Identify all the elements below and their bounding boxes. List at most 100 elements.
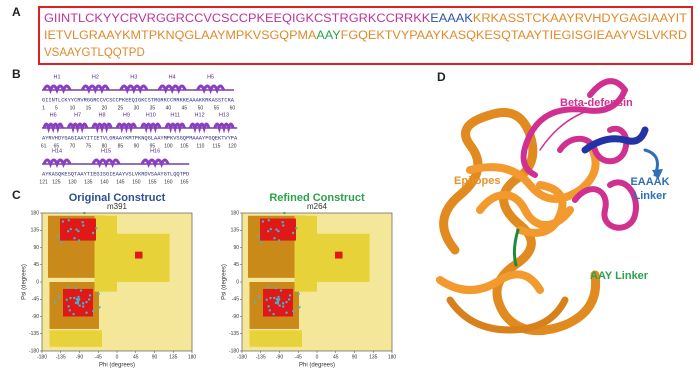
- residue-point: [285, 300, 288, 304]
- residue-number: 150: [132, 179, 141, 185]
- helix-label: H5: [207, 74, 214, 80]
- residue-number: 20: [102, 105, 108, 111]
- protein-structure: [436, 78, 663, 336]
- plot-subtitle: m264: [307, 202, 328, 211]
- y-tick-label: -135: [229, 331, 239, 337]
- residue-point: [274, 287, 277, 290]
- plot-title: Refined Construct: [269, 192, 365, 204]
- panel-label: B: [12, 67, 21, 81]
- helix-ribbon: [436, 141, 600, 294]
- residue-point: [67, 286, 70, 289]
- residue-point: [274, 301, 278, 305]
- residue-point: [276, 302, 280, 305]
- residue-point: [277, 239, 281, 242]
- residue-number: 25: [118, 105, 124, 111]
- residue-number: 145: [116, 179, 125, 185]
- region: [294, 215, 317, 292]
- sequence-line: VSAAYGTLQQTPD: [44, 47, 145, 59]
- residue-point: [273, 237, 276, 240]
- x-axis-label: Phi (degrees): [99, 363, 135, 369]
- residue-point: [68, 309, 71, 312]
- sequence-line: GIINTLCKYYCRVRGGRCCVCSCCPKEEQIGKCSTRGRKC…: [44, 13, 687, 25]
- panel-label: A: [12, 5, 21, 19]
- residue-point: [69, 296, 72, 300]
- residue-point: [292, 310, 295, 313]
- helix-label: H4: [169, 74, 176, 80]
- x-tick-label: 180: [188, 354, 197, 360]
- secondary-structure: H1 H2 H3 H4 H5 GIINTLCKYYCRVRGGRCCVCSCCPKEEQI…: [39, 74, 238, 185]
- region: [249, 330, 302, 347]
- residue-point: [265, 298, 268, 301]
- helix-label: H9: [123, 112, 130, 118]
- helix: [91, 158, 121, 168]
- helix: [42, 84, 72, 94]
- residue-point: [95, 227, 98, 230]
- residue-point: [98, 306, 101, 309]
- y-tick-label: 0: [36, 279, 39, 285]
- helix: [42, 122, 64, 134]
- helix-label: H15: [101, 148, 111, 154]
- panel-label: D: [437, 70, 446, 84]
- residue-number: 130: [68, 179, 77, 185]
- residue-point: [67, 230, 70, 233]
- aay-linker: [512, 228, 520, 267]
- x-tick-label: -180: [37, 354, 47, 360]
- residue-number: 50: [198, 105, 204, 111]
- residue-point: [285, 311, 288, 314]
- helix: [164, 122, 186, 134]
- sequence-segment: EAAAK: [430, 13, 473, 25]
- residue-number: 55: [214, 105, 220, 111]
- residue-point: [73, 237, 76, 240]
- helix-label: H2: [92, 74, 99, 80]
- x-tick-label: 90: [152, 354, 158, 360]
- helix-label: H13: [219, 112, 229, 118]
- region: [335, 251, 343, 259]
- sequence-box: [38, 6, 693, 65]
- residue-point: [67, 305, 70, 308]
- residue-point: [287, 298, 291, 301]
- pointer: [539, 109, 591, 151]
- residue-number: 40: [166, 105, 172, 111]
- x-tick-label: 0: [116, 354, 119, 360]
- residue-point: [259, 241, 263, 244]
- y-tick-label: -90: [232, 314, 239, 320]
- residue-number: 61: [41, 143, 47, 149]
- helix-label: H6: [50, 112, 57, 118]
- helix: [157, 84, 187, 94]
- sequence-segment: GIINTLCKYYCRVRGGRCCVCSCCPKEEQIGKCSTRGRKC…: [44, 13, 431, 25]
- residue-point: [273, 296, 276, 300]
- residue-point: [78, 304, 81, 307]
- helix-label: H14: [52, 148, 62, 154]
- residue-number: 105: [180, 143, 189, 149]
- residue-point: [279, 289, 283, 292]
- residue-point: [77, 229, 80, 233]
- residue-point: [267, 219, 271, 222]
- sequence-line: IETVLGRAAYKMTPKNQGLAAYMPKVSGQPMA AAY FGQEK…: [44, 30, 687, 42]
- residue-number: 155: [148, 179, 157, 185]
- residue-point: [268, 309, 271, 312]
- residue-point: [77, 239, 81, 242]
- residue-number: 110: [196, 143, 204, 149]
- residue-point: [74, 301, 78, 305]
- region: [60, 218, 96, 241]
- residue-number: 90: [134, 143, 140, 149]
- residue-point: [257, 295, 261, 298]
- residue-point: [57, 235, 60, 238]
- residue-point: [75, 228, 78, 231]
- helix-label: H7: [74, 112, 81, 118]
- y-tick-label: -90: [32, 314, 39, 320]
- y-tick-label: -45: [32, 297, 39, 303]
- residue-point: [261, 220, 265, 223]
- residue-point: [272, 312, 275, 316]
- helix-label: H8: [98, 112, 105, 118]
- residue-number: 85: [118, 143, 124, 149]
- helix: [91, 122, 113, 134]
- y-tick-label: 180: [231, 210, 240, 216]
- helix: [140, 158, 170, 168]
- x-tick-label: -135: [56, 354, 66, 360]
- residue-point: [267, 305, 270, 308]
- residue-point: [74, 287, 77, 290]
- helix: [66, 122, 89, 134]
- residue-point: [77, 295, 80, 299]
